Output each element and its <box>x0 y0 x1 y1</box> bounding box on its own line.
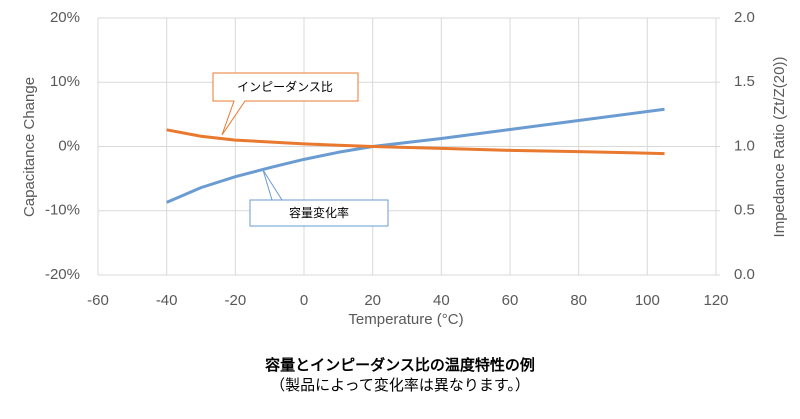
y-tick-label: 10% <box>50 73 80 90</box>
y-tick-label: -10% <box>45 202 80 219</box>
y2-tick-label: 1.0 <box>734 137 755 154</box>
x-tick-label: -60 <box>87 292 109 309</box>
callout-box <box>212 72 359 136</box>
callout-box <box>249 169 389 227</box>
callout-label: 容量変化率 <box>289 205 349 220</box>
x-axis-title: Temperature (°C) <box>348 311 463 328</box>
plot-area: -20% -10% 0% 10% 20% 0.0 0.5 1.0 1.5 2.0 -60 -40 -20… <box>45 9 755 309</box>
y2-tick-label: 1.5 <box>734 73 755 90</box>
callout-label: インピーダンス比 <box>237 79 333 94</box>
y2-tick-label: 0.0 <box>734 266 755 283</box>
x-tick-label: 0 <box>300 292 308 309</box>
x-tick-label: -40 <box>156 292 178 309</box>
y2-axis-title: Impedance Ratio (Zt/Z(20)) <box>771 57 788 238</box>
y-tick-label: 20% <box>50 9 80 26</box>
y-tick-label: 0% <box>58 137 80 154</box>
x-tick-label: 120 <box>703 292 728 309</box>
y-axis-title: Capacitance Change <box>21 77 38 217</box>
caption: 容量とインピーダンス比の温度特性の例 <box>264 356 535 374</box>
caption-note: （製品によって変化率は異なります。） <box>270 377 530 394</box>
series-line <box>166 128 665 156</box>
y-tick-label: -20% <box>45 266 80 283</box>
x-tick-label: 60 <box>502 292 519 309</box>
x-tick-label: 100 <box>635 292 660 309</box>
x-tick-label: 80 <box>570 292 587 309</box>
x-tick-label: 40 <box>433 292 450 309</box>
y2-tick-label: 2.0 <box>734 9 755 26</box>
series-line <box>166 107 665 204</box>
x-tick-label: -20 <box>224 292 246 309</box>
x-tick-label: 20 <box>364 292 381 309</box>
y2-tick-label: 0.5 <box>734 202 755 219</box>
